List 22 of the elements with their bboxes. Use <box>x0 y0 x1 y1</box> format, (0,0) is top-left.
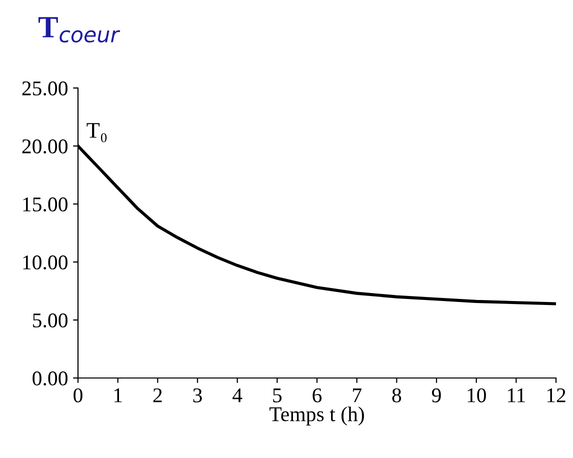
y-tick-label: 20.00 <box>22 139 68 154</box>
chart-title: T$_{coeur}$ <box>38 17 120 43</box>
y-tick-label: 10.00 <box>23 255 68 270</box>
x-tick-label: 1 <box>114 388 122 402</box>
x-tick-label: 7 <box>353 388 362 402</box>
x-tick-label: 5 <box>273 388 282 402</box>
x-tick-label: 8 <box>392 388 402 402</box>
x-tick-label: 0 <box>74 388 82 402</box>
y-tick-label: 25.00 <box>22 81 68 96</box>
y-tick-label: 0.00 <box>32 371 68 386</box>
annotation: T₀ <box>86 123 107 142</box>
x-tick-label: 12 <box>547 388 566 402</box>
y-tick-label: 15.00 <box>23 197 68 212</box>
x-axis-title: Temps t (h) <box>270 406 364 426</box>
x-tick-label: 6 <box>312 388 322 402</box>
x-tick-label: 3 <box>193 388 202 402</box>
x-tick-label: 2 <box>153 388 162 402</box>
y-tick-label: 5.00 <box>33 313 68 328</box>
x-tick-label: 10 <box>468 388 486 402</box>
x-tick-label: 11 <box>508 388 525 402</box>
x-tick-label: 9 <box>432 388 441 402</box>
x-tick-label: 4 <box>232 388 242 402</box>
